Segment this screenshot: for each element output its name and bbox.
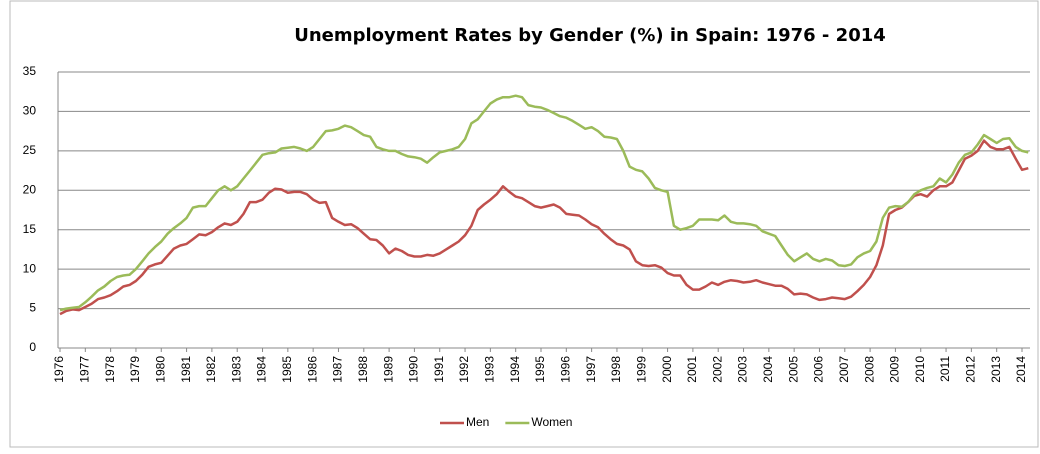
x-tick-label: 1996 [558,356,572,383]
x-tick-label: 1983 [229,356,243,383]
data-line [59,94,1029,312]
x-tick-label: 2012 [964,356,978,383]
x-tick-label: 1986 [305,356,319,383]
y-tick-label: 15 [23,222,37,236]
x-tick-label: 2005 [786,356,800,383]
x-tick-label: 2001 [685,356,699,383]
legend-label: Men [466,415,489,429]
x-tick-label: 1987 [331,356,345,383]
y-tick-label: 5 [29,301,36,315]
x-tick-label: 1995 [533,356,547,383]
x-tick-label: 1998 [609,356,623,383]
x-tick-label: 1985 [280,356,294,383]
x-tick-label: 1978 [103,356,117,383]
y-tick-label: 10 [23,261,37,275]
x-tick-label: 1990 [407,356,421,383]
x-tick-label: 2010 [913,356,927,383]
y-tick-label: 0 [29,340,36,354]
data-line [59,139,1029,316]
y-tick-label: 35 [23,64,37,78]
x-tick-label: 2007 [837,356,851,383]
x-tick-label: 1994 [508,356,522,383]
x-tick-label: 1984 [255,356,269,383]
x-tick-label: 2000 [660,356,674,383]
y-tick-label: 20 [23,182,37,196]
x-tick-label: 2009 [888,356,902,383]
x-tick-label: 1976 [52,356,66,383]
x-tick-label: 2013 [989,356,1003,383]
x-tick-label: 2006 [812,356,826,383]
x-tick-label: 1981 [179,356,193,383]
x-tick-label: 1977 [77,356,91,383]
x-tick-label: 2004 [761,356,775,383]
x-tick-label: 2008 [862,356,876,383]
chart-title: Unemployment Rates by Gender (%) in Spai… [294,25,886,46]
x-tick-label: 2003 [736,356,750,383]
x-tick-label: 1997 [584,356,598,383]
legend-label: Women [531,415,572,429]
y-tick-label: 25 [23,143,37,157]
x-tick-label: 1992 [457,356,471,383]
x-tick-label: 1988 [356,356,370,383]
x-tick-label: 1982 [204,356,218,383]
x-tick-label: 1991 [432,356,446,383]
x-tick-label: 2014 [1014,356,1028,383]
x-tick-label: 2002 [710,356,724,383]
y-tick-label: 30 [23,104,37,118]
x-tick-label: 1979 [128,356,142,383]
x-tick-label: 2011 [938,356,952,382]
x-tick-label: 1980 [153,356,167,383]
x-tick-label: 1993 [483,356,497,383]
x-tick-label: 1999 [634,356,648,383]
x-tick-label: 1989 [381,356,395,383]
